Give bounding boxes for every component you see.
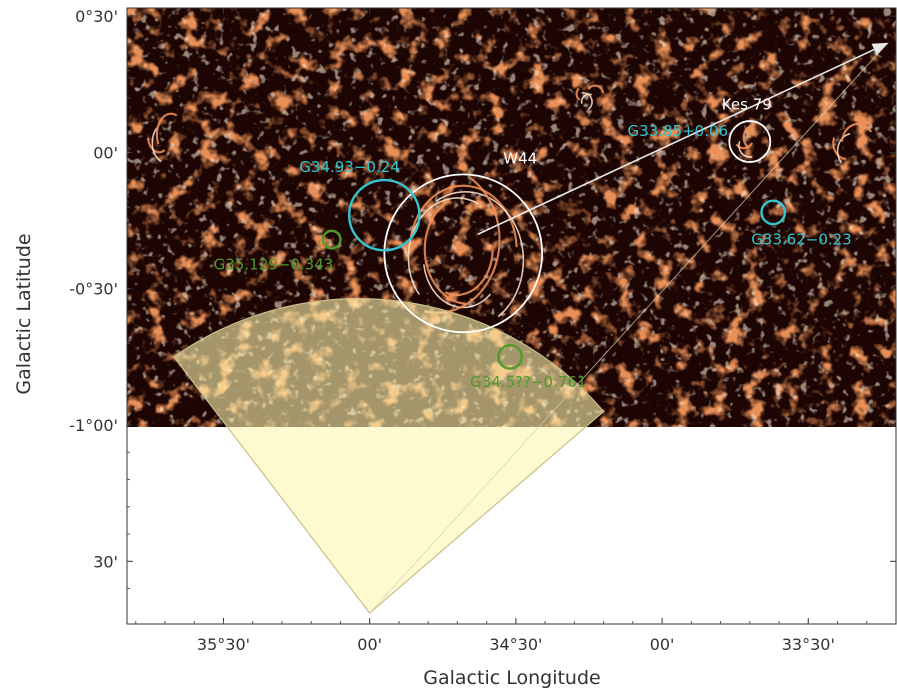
emission-filament <box>735 142 754 150</box>
cone-guide-line <box>369 43 888 614</box>
emission-filament <box>840 122 873 142</box>
direction-arrow <box>369 42 889 614</box>
source-label: G33.62−0.23 <box>751 230 852 248</box>
y-tick-label: -1°00' <box>69 416 118 435</box>
x-tick-label: 33°30' <box>782 635 835 654</box>
source-label: G33.85+0.06 <box>628 122 729 140</box>
x-tick-label: 34°30' <box>489 635 542 654</box>
x-axis-label: Galactic Longitude <box>423 667 600 689</box>
source-circle <box>497 343 523 370</box>
emission-filament <box>575 87 581 101</box>
emission-filament <box>581 92 593 111</box>
y-axis-ticks: 0°30' 00' -0°30' -1°00' 30' <box>69 7 896 590</box>
bright-filaments <box>146 84 873 318</box>
emission-filament <box>738 140 753 158</box>
emission-filament <box>836 133 851 164</box>
emission-filament <box>423 264 492 309</box>
emission-filament <box>151 127 162 163</box>
source-circle <box>728 120 772 163</box>
source-markers: Kes 79 G33.85+0.06 W44 G34.93−0.24 G33.62−0.… <box>214 96 852 391</box>
x-tick-label: 00' <box>650 635 675 654</box>
emission-filament <box>742 123 755 149</box>
y-tick-label: 0°30' <box>75 7 118 26</box>
cone-overlay <box>172 298 605 614</box>
arrow-line <box>477 42 889 235</box>
source-circle <box>760 199 787 226</box>
emission-filament <box>423 204 467 305</box>
y-axis-label: Galactic Latitude <box>13 233 35 394</box>
source-circle <box>383 173 544 334</box>
source-circle <box>348 178 421 252</box>
emission-filament <box>580 93 593 104</box>
emission-filament <box>444 249 494 296</box>
source-label: G34.93−0.24 <box>299 158 400 176</box>
x-tick-label: 00' <box>357 635 382 654</box>
emission-filament <box>587 84 605 94</box>
x-tick-label: 35°30' <box>197 635 250 654</box>
emission-filament <box>435 191 525 318</box>
emission-filament <box>832 137 847 160</box>
y-tick-label: 30' <box>93 552 118 571</box>
emission-filament <box>155 112 178 145</box>
x-axis-ticks: 35°30' 00' 34°30' 00' 33°30' <box>135 8 868 654</box>
source-label: Kes 79 <box>722 96 772 114</box>
source-circle <box>321 229 342 250</box>
y-tick-label: 00' <box>93 143 118 162</box>
source-label: W44 <box>503 149 537 167</box>
emission-filament <box>146 137 166 154</box>
source-label: G34.5??−0.761 <box>470 373 586 391</box>
source-label: G35.129−0.343 <box>214 256 334 274</box>
y-tick-label: -0°30' <box>69 280 118 299</box>
